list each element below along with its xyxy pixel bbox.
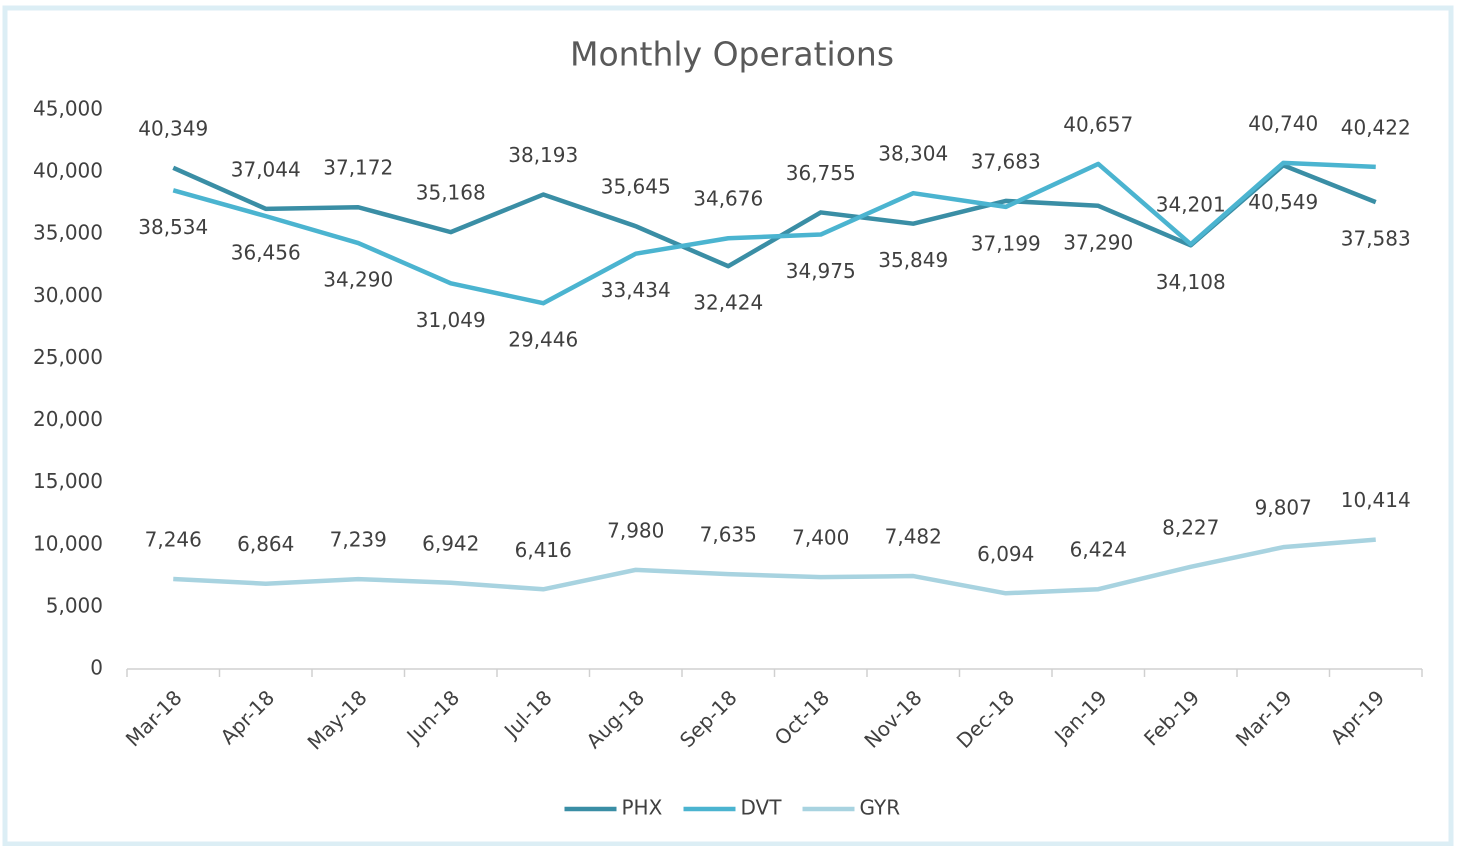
data-label: 6,094 bbox=[977, 542, 1034, 566]
data-label: 32,424 bbox=[693, 291, 763, 315]
data-label: 37,044 bbox=[231, 157, 301, 181]
data-label: 40,740 bbox=[1248, 111, 1318, 135]
data-label: 34,290 bbox=[323, 268, 393, 292]
data-label: 36,755 bbox=[786, 161, 856, 185]
data-label: 7,246 bbox=[145, 527, 202, 551]
y-tick-label: 10,000 bbox=[33, 531, 103, 555]
data-label: 10,414 bbox=[1341, 488, 1411, 512]
y-tick-label: 25,000 bbox=[33, 345, 103, 369]
data-label: 6,942 bbox=[422, 531, 479, 555]
y-tick-label: 40,000 bbox=[33, 159, 103, 183]
data-label: 9,807 bbox=[1255, 496, 1312, 520]
data-label: 7,482 bbox=[885, 525, 942, 549]
data-label: 38,534 bbox=[138, 215, 208, 239]
legend-label: PHX bbox=[622, 796, 663, 820]
data-label: 37,172 bbox=[323, 156, 393, 180]
data-label: 40,422 bbox=[1341, 115, 1411, 139]
data-label: 40,349 bbox=[138, 116, 208, 140]
data-label: 34,108 bbox=[1156, 270, 1226, 294]
series-line bbox=[173, 537, 1376, 596]
data-label: 34,676 bbox=[693, 187, 763, 211]
y-tick-label: 20,000 bbox=[33, 407, 103, 431]
data-label: 7,239 bbox=[330, 528, 387, 552]
data-label: 37,199 bbox=[971, 231, 1041, 255]
y-tick-label: 45,000 bbox=[33, 97, 103, 121]
data-label: 40,549 bbox=[1248, 190, 1318, 214]
data-label: 37,683 bbox=[971, 149, 1041, 173]
data-label: 7,980 bbox=[607, 518, 664, 542]
data-label: 6,416 bbox=[515, 538, 572, 562]
data-label: 33,434 bbox=[601, 278, 671, 302]
data-label: 38,193 bbox=[508, 143, 578, 167]
data-label: 37,290 bbox=[1063, 230, 1133, 254]
series-line bbox=[172, 160, 1376, 306]
legend-label: GYR bbox=[860, 796, 901, 820]
data-label: 8,227 bbox=[1162, 515, 1219, 539]
data-label: 6,864 bbox=[237, 532, 294, 556]
data-label: 35,849 bbox=[878, 248, 948, 272]
data-label: 34,201 bbox=[1156, 193, 1226, 217]
data-label: 31,049 bbox=[416, 308, 486, 332]
y-tick-label: 30,000 bbox=[33, 283, 103, 307]
data-label: 34,975 bbox=[786, 259, 856, 283]
data-label: 38,304 bbox=[878, 142, 948, 166]
y-tick-label: 5,000 bbox=[46, 593, 103, 617]
y-tick-label: 0 bbox=[90, 656, 103, 680]
data-label: 40,657 bbox=[1063, 112, 1133, 136]
series-line bbox=[172, 163, 1377, 269]
data-label: 36,456 bbox=[231, 241, 301, 265]
legend-label: DVT bbox=[741, 796, 783, 820]
chart-frame bbox=[2, 5, 1454, 846]
data-label: 37,583 bbox=[1341, 227, 1411, 251]
y-tick-label: 15,000 bbox=[33, 469, 103, 493]
data-label: 7,635 bbox=[700, 523, 757, 547]
data-label: 6,424 bbox=[1070, 538, 1127, 562]
y-tick-label: 35,000 bbox=[33, 221, 103, 245]
data-label: 35,168 bbox=[416, 181, 486, 205]
data-label: 7,400 bbox=[792, 526, 849, 550]
data-label: 35,645 bbox=[601, 175, 671, 199]
chart-title: Monthly Operations bbox=[570, 35, 894, 74]
data-label: 29,446 bbox=[508, 328, 578, 352]
